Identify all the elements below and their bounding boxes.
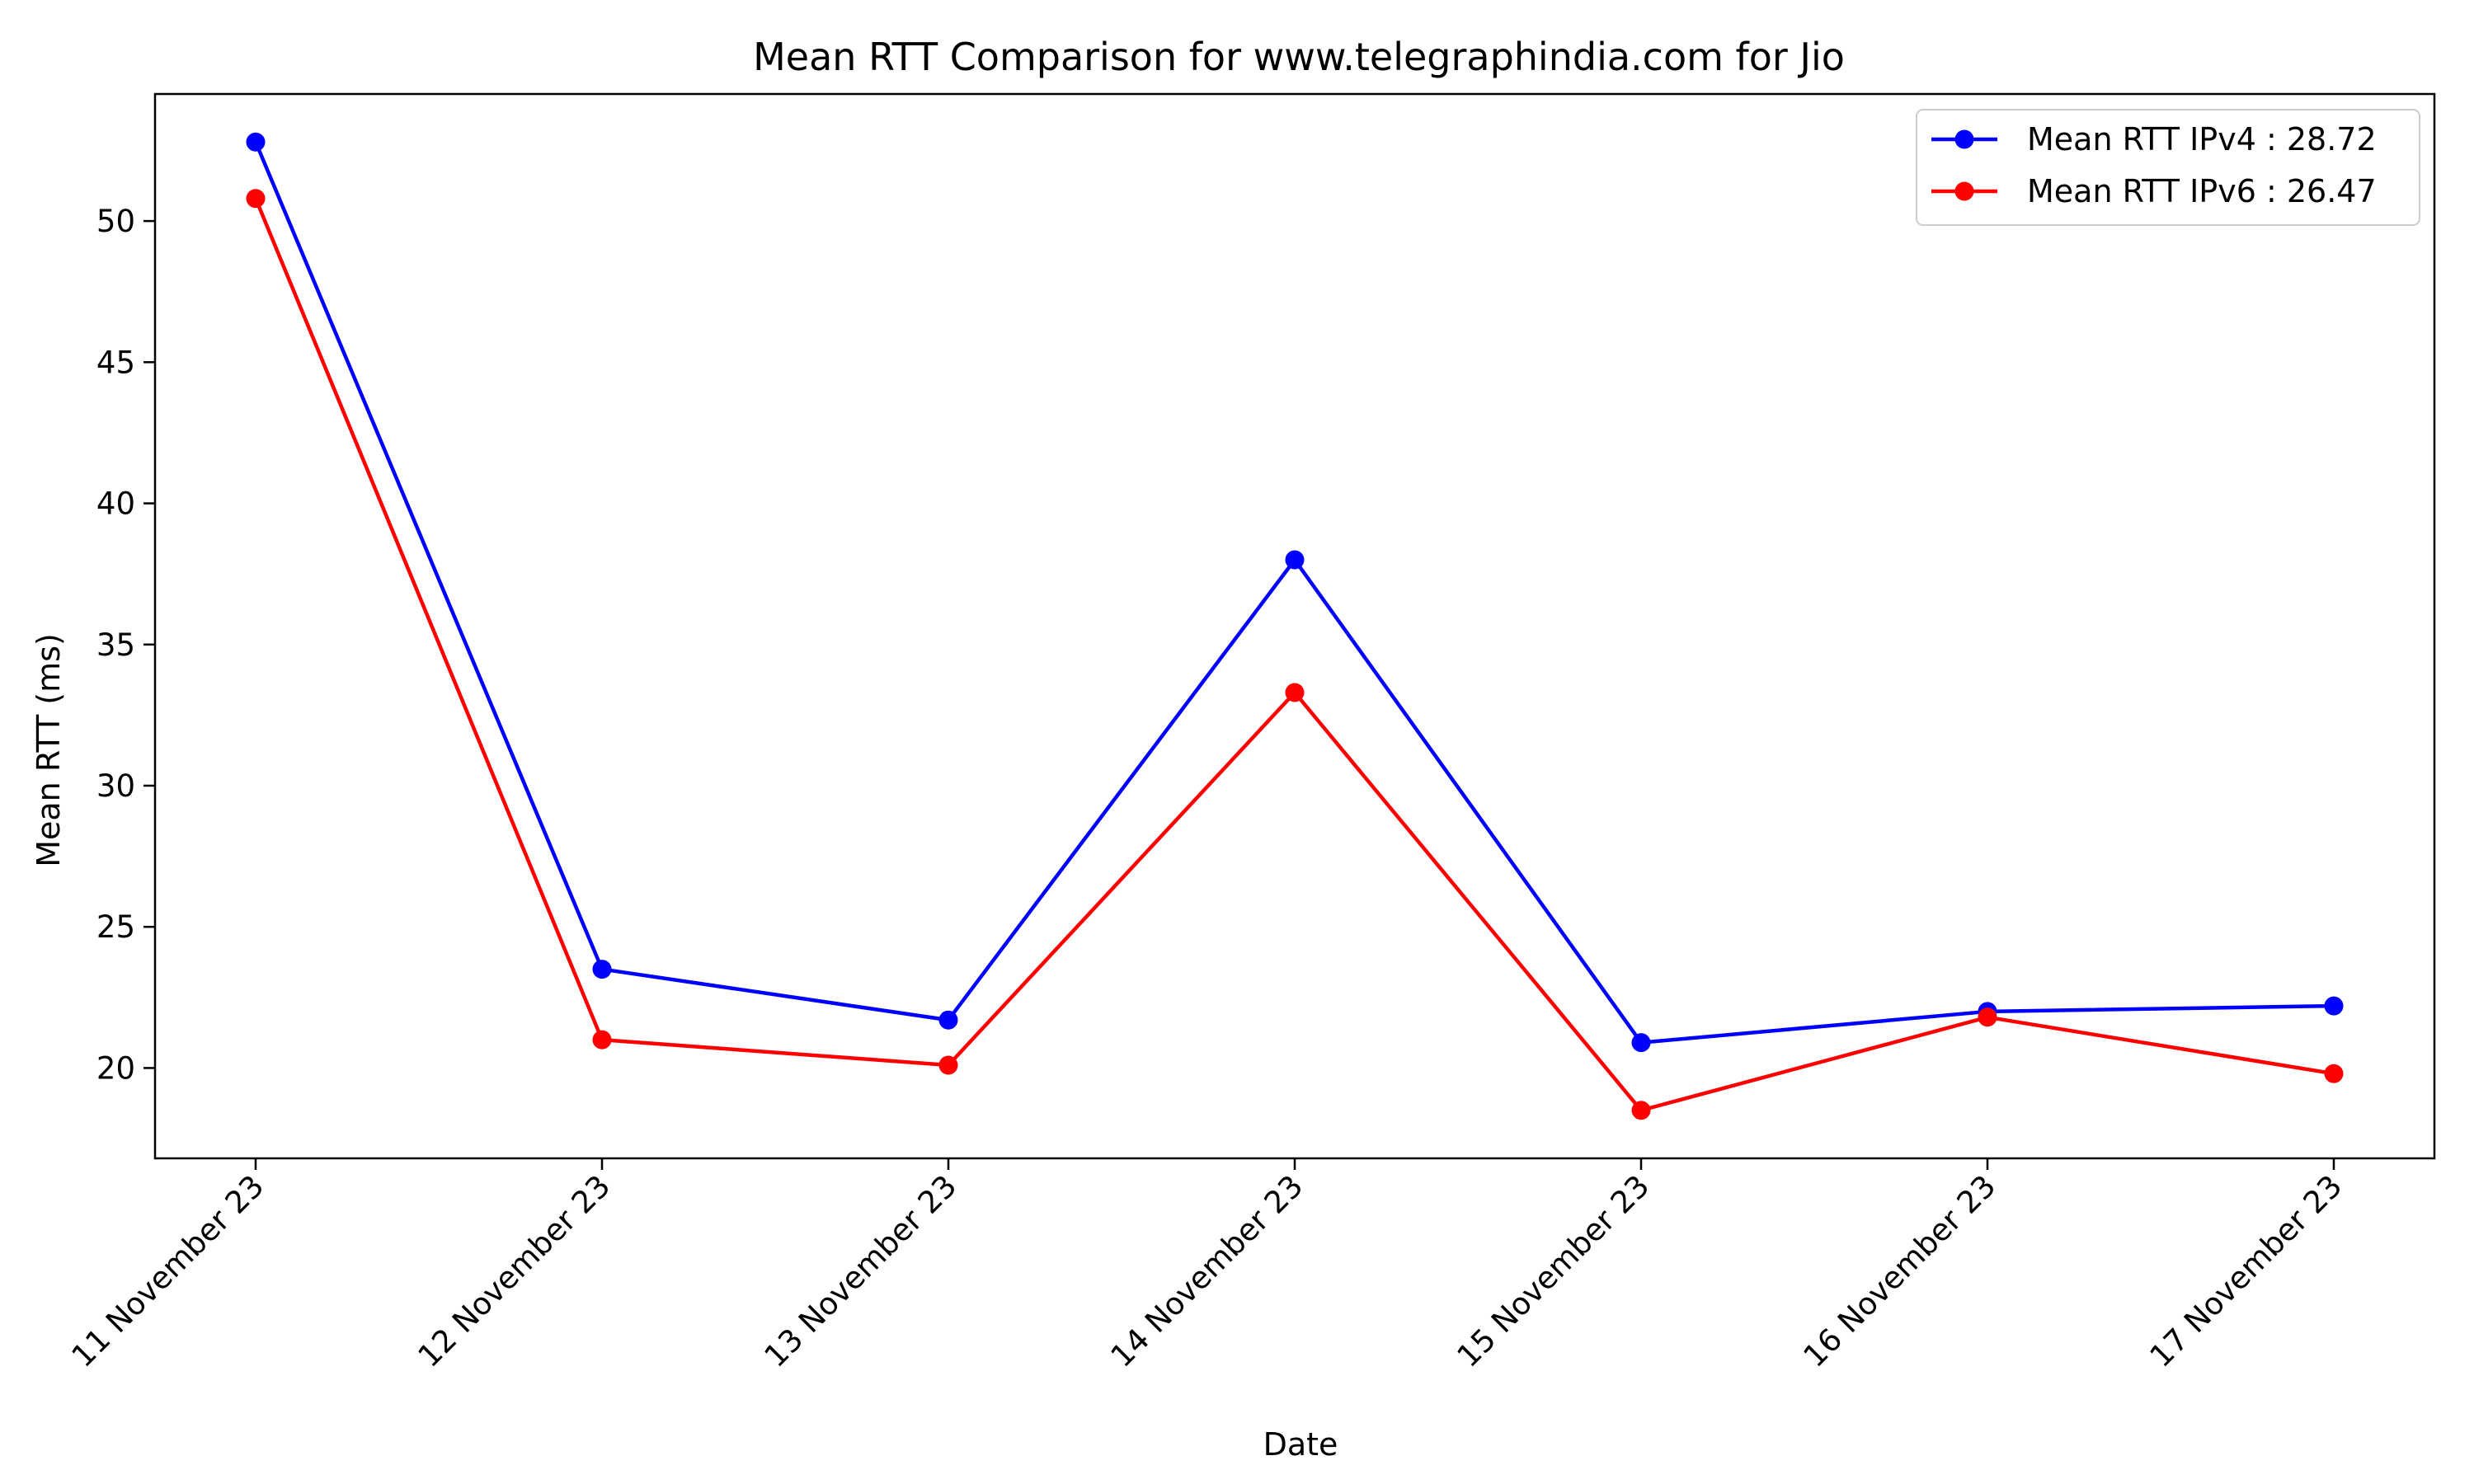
legend-label-0: Mean RTT IPv4 : 28.72 [2027,121,2377,157]
y-axis-label: Mean RTT (ms) [31,633,67,867]
series-1-point-5 [1978,1007,1997,1027]
chart-title: Mean RTT Comparison for www.telegraphind… [753,35,1845,79]
y-tick-label-0: 20 [96,1050,135,1086]
y-tick-label-3: 35 [96,627,135,663]
series-1-point-1 [592,1030,612,1050]
y-tick-label-4: 40 [96,486,135,522]
series-1-point-4 [1631,1101,1651,1120]
series-0-point-1 [592,960,612,979]
x-axis-label: Date [1263,1426,1338,1463]
series-0-point-3 [1285,550,1305,570]
legend-marker-0 [1954,129,1974,149]
legend: Mean RTT IPv4 : 28.72 Mean RTT IPv6 : 26.… [1916,109,2420,226]
legend-marker-1 [1954,181,1974,201]
series-1-point-6 [2324,1064,2344,1083]
legend-box [1916,109,2420,226]
series-1-point-0 [246,189,266,209]
y-tick-label-2: 30 [96,768,135,804]
y-tick-label-5: 45 [96,345,135,380]
series-1-point-3 [1285,683,1305,702]
y-tick-label-1: 25 [96,909,135,945]
plot-marks [246,132,2344,1120]
y-tick-label-6: 50 [96,204,135,239]
series-0-point-6 [2324,996,2344,1016]
legend-label-1: Mean RTT IPv6 : 26.47 [2027,173,2377,209]
series-0-point-0 [246,132,266,152]
series-1-point-2 [938,1055,958,1075]
series-0-point-2 [938,1010,958,1030]
series-0-point-4 [1631,1033,1651,1053]
